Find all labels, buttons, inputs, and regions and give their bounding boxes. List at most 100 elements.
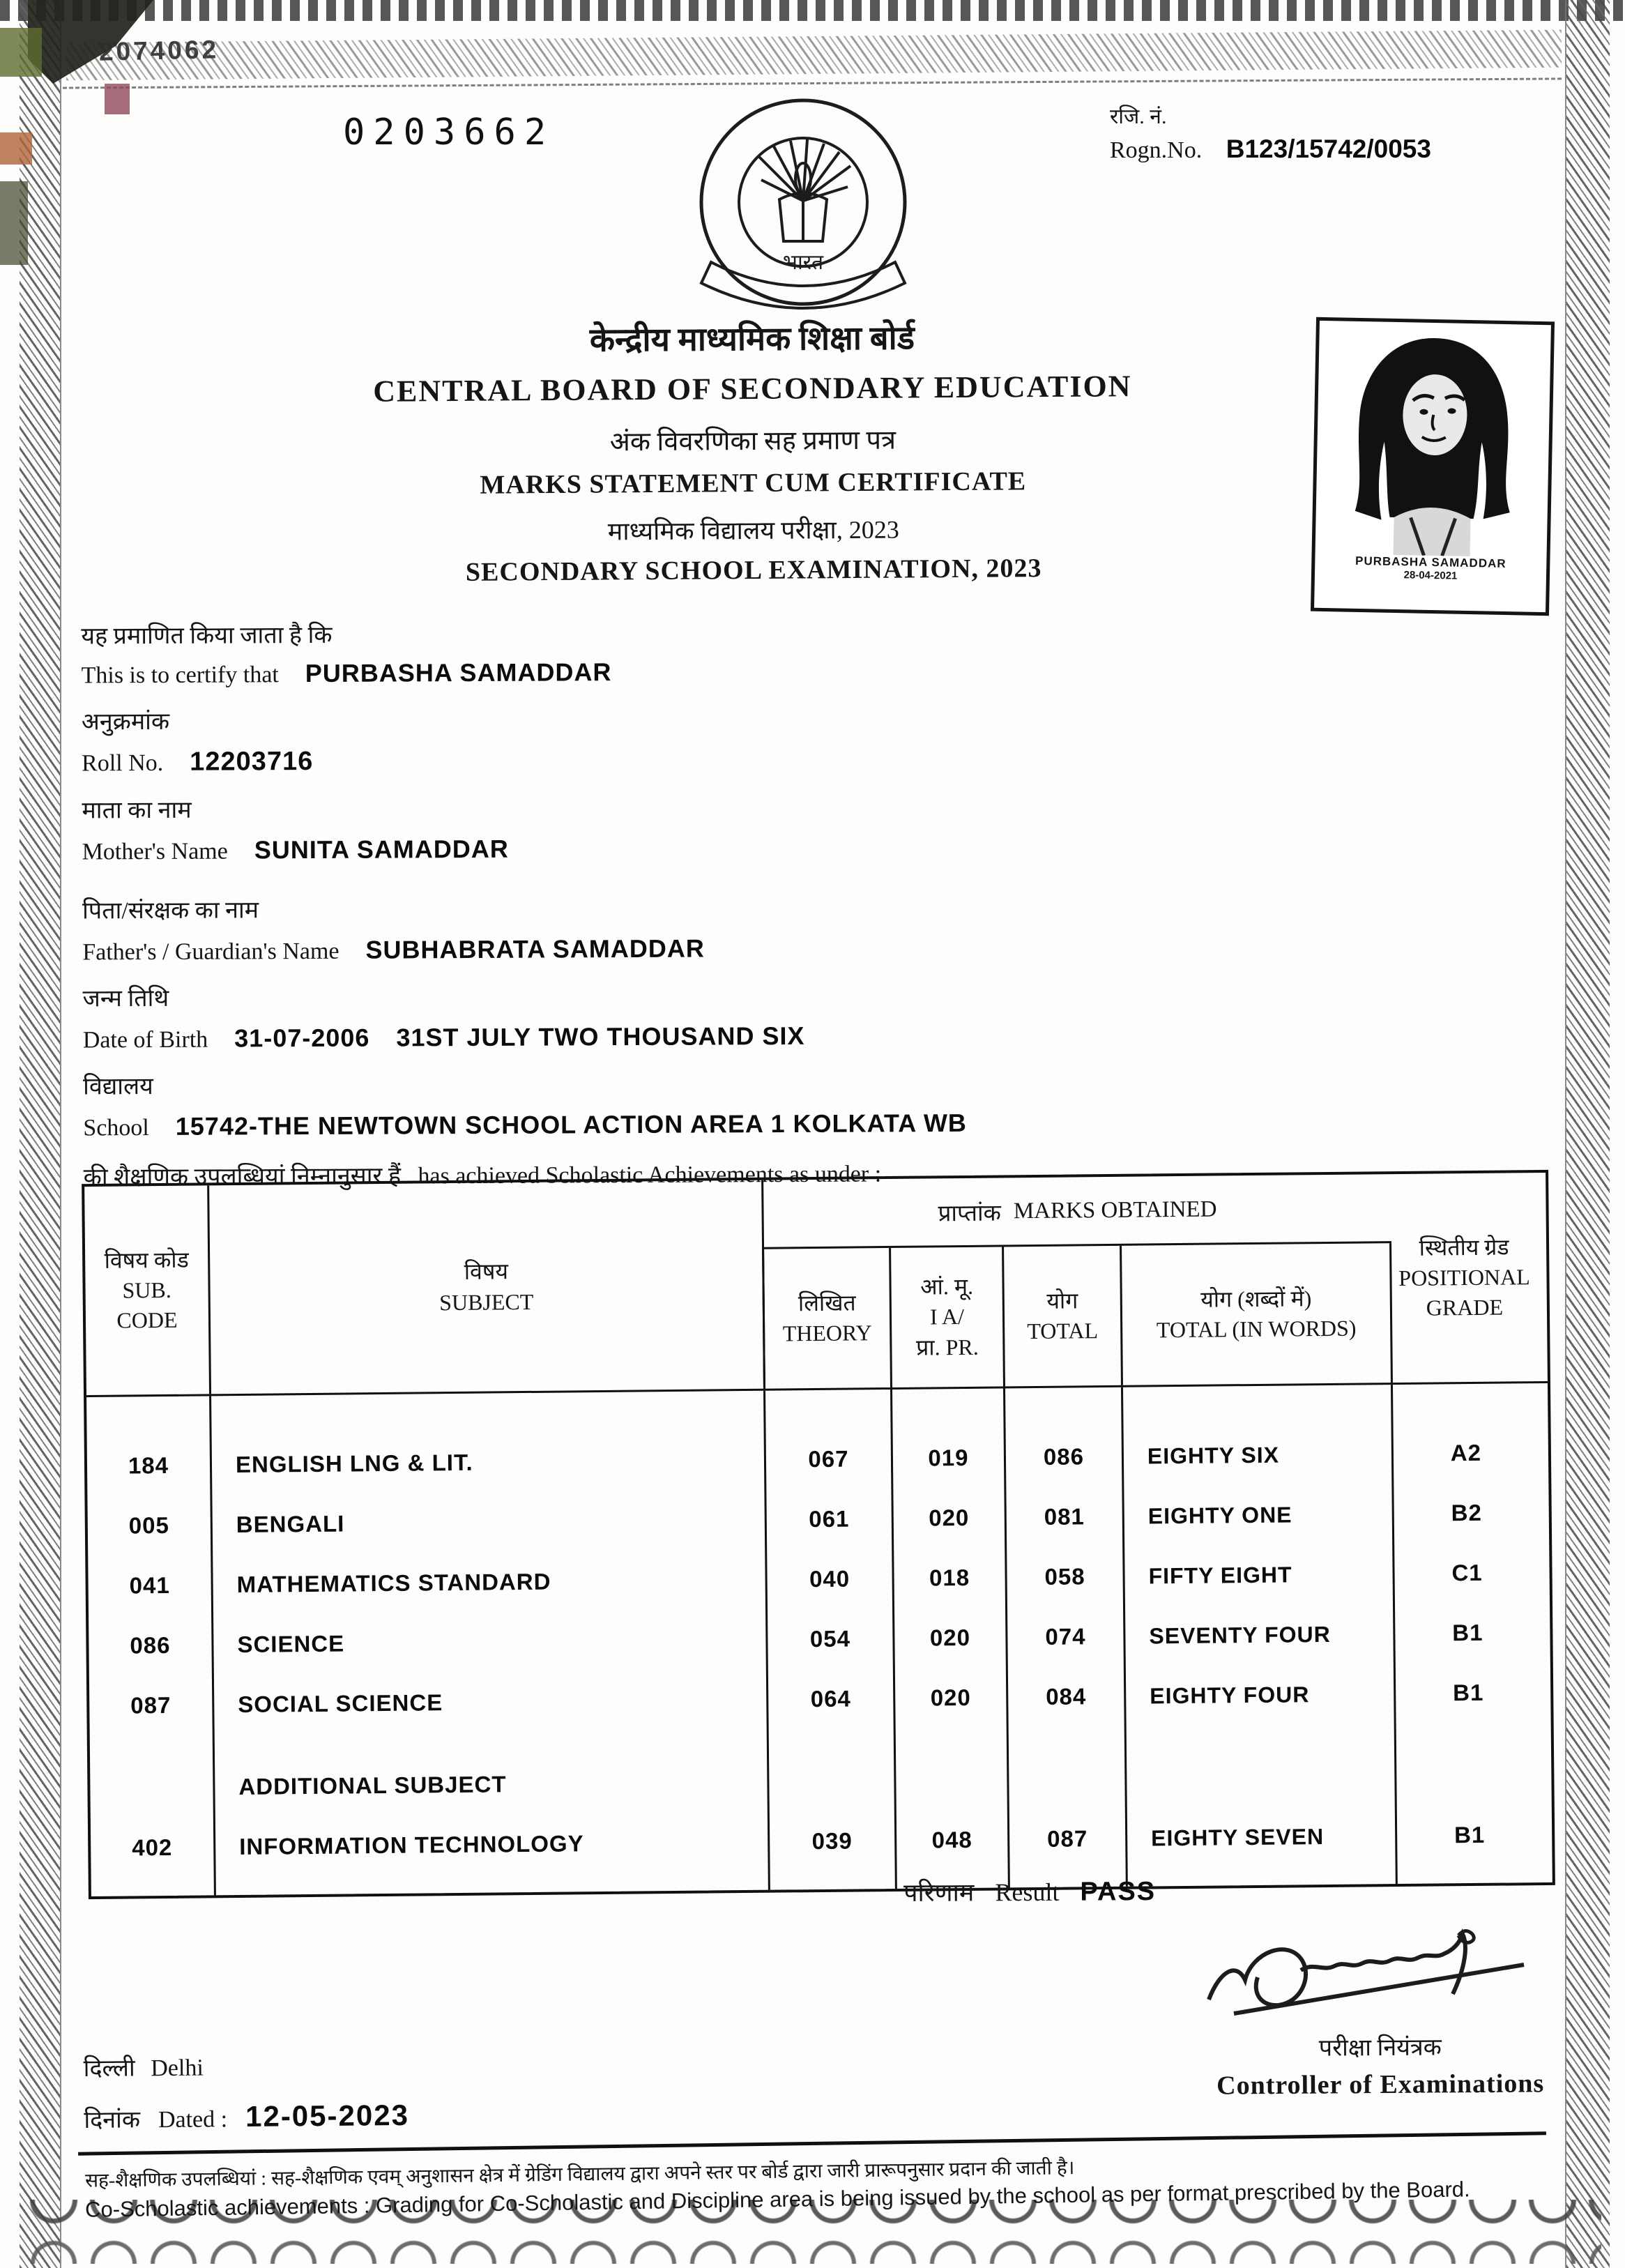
logo-country-text: भारत [783, 251, 824, 274]
cell-ia: 019 [928, 1444, 969, 1471]
additional-subject-label: ADDITIONAL SUBJECT [238, 1771, 507, 1799]
cell-total: 074 [1045, 1623, 1086, 1650]
cell-subject: ENGLISH LNG & LIT. [235, 1449, 473, 1478]
roll-number: 12203716 [190, 747, 314, 777]
result-value: PASS [1080, 1877, 1157, 1907]
marks-table-body: 184 005 041 086 087 402 ENGLISH LNG & LI… [86, 1380, 1552, 1897]
mother-label-hindi: माता का नाम [82, 797, 192, 824]
document-title-english: MARKS STATEMENT CUM CERTIFICATE [480, 466, 1027, 500]
dated-value: 12-05-2023 [245, 2098, 410, 2133]
school-label-english: School [83, 1115, 149, 1141]
cell-words: EIGHTY SEVEN [1151, 1823, 1325, 1850]
header-theory: लिखित THEORY [762, 1247, 892, 1389]
roll-line: Roll No. 12203716 [82, 742, 1504, 778]
cell-code: 041 [129, 1571, 170, 1599]
cell-theory: 064 [810, 1685, 851, 1712]
father-line: Father's / Guardian's Name SUBHABRATA SA… [82, 931, 1504, 966]
dated-label-hindi: दिनांक [84, 2107, 141, 2134]
cell-code: 184 [128, 1452, 169, 1479]
logo-ribbon [699, 260, 907, 310]
regn-label-hindi: रजि. नं. [1110, 105, 1167, 128]
column-grade: A2 B2 C1 B1 B1 B1 [1393, 1383, 1543, 1884]
scan-color-artifact-green [0, 28, 42, 77]
controller-title-english: Controller of Examinations [1216, 2069, 1545, 2101]
place-hindi: दिल्ली [83, 2055, 135, 2083]
cell-theory: 054 [809, 1625, 851, 1652]
controller-signature [1196, 1921, 1601, 2037]
header-marks-obtained: प्राप्तांक MARKS OBTAINED [763, 1174, 1392, 1249]
cell-grade: B1 [1452, 1619, 1483, 1646]
dob-value: 31-07-2006 [234, 1023, 370, 1053]
cell-ia: 020 [930, 1684, 971, 1711]
certify-line-english: This is to certify that PURBASHA SAMADDA… [81, 654, 1503, 690]
decorative-border-top [0, 0, 1625, 21]
controller-block: परीक्षा नियंत्रक Controller of Examinati… [1185, 2029, 1576, 2101]
father-name: SUBHABRATA SAMADDAR [365, 934, 705, 964]
dob-words: 31ST JULY TWO THOUSAND SIX [396, 1021, 805, 1052]
cell-code: 005 [128, 1512, 170, 1539]
document-title-hindi: अंक विवरणिका सह प्रमाण पत्र [609, 425, 897, 457]
column-sub-code: 184 005 041 086 087 402 [86, 1396, 216, 1897]
mother-name: SUNITA SAMADDAR [254, 834, 509, 865]
candidate-portrait [1355, 338, 1510, 557]
cell-grade: A2 [1450, 1439, 1482, 1466]
scan-color-artifact-orange [0, 132, 32, 165]
dob-line: Date of Birth 31-07-2006 31ST JULY TWO T… [83, 1019, 1505, 1054]
cell-total: 084 [1046, 1683, 1087, 1710]
scan-color-artifact-maroon [105, 84, 130, 114]
mother-line: Mother's Name SUNITA SAMADDAR [82, 830, 1504, 866]
student-name: PURBASHA SAMADDAR [305, 657, 612, 688]
board-name-english: CENTRAL BOARD OF SECONDARY EDUCATION [373, 369, 1132, 409]
cell-ia: 048 [931, 1826, 972, 1853]
school-label-hindi: विद्यालय [83, 1074, 153, 1100]
board-name-hindi: केन्द्रीय माध्यमिक शिक्षा बोर्ड [589, 320, 915, 359]
header-total: योग TOTAL [1004, 1245, 1123, 1387]
cell-words: EIGHTY SIX [1147, 1442, 1280, 1468]
header-sub-code: विषय कोड SUB. CODE [84, 1185, 212, 1396]
school-name: 15742-THE NEWTOWN SCHOOL ACTION AREA 1 K… [175, 1108, 967, 1141]
cell-ia: 020 [929, 1504, 970, 1531]
decorative-border-left [20, 0, 61, 2268]
cell-subject: SOCIAL SCIENCE [238, 1689, 443, 1718]
corner-serial-number: 2074062 [98, 35, 220, 66]
cbse-logo: भारत [685, 96, 922, 319]
certificate-header: केन्द्रीय माध्यमिक शिक्षा बोर्ड CENTRAL … [167, 311, 1340, 590]
header-ia-pr: आं. मू. I A/ प्रा. PR. [891, 1247, 1005, 1387]
cell-ia: 018 [929, 1564, 970, 1591]
regn-label-english: Rogn.No. [1110, 137, 1203, 163]
cell-code: 086 [130, 1631, 171, 1659]
place-line: दिल्ली Delhi [83, 2048, 409, 2083]
logo-lamp [777, 162, 829, 243]
cell-code: 402 [132, 1834, 173, 1861]
certify-line-hindi: यह प्रमाणित किया जाता है कि [81, 622, 333, 650]
cell-total: 086 [1043, 1443, 1085, 1470]
column-total-words: EIGHTY SIX EIGHTY ONE FIFTY EIGHT SEVENT… [1122, 1385, 1398, 1887]
dob-label-english: Date of Birth [82, 1026, 208, 1053]
candidate-photo-box: PURBASHA SAMADDAR 28-04-2021 [1310, 317, 1555, 616]
place-english: Delhi [151, 2055, 204, 2082]
certificate-serial-number: 0203662 [343, 112, 555, 153]
cell-theory: 039 [811, 1827, 853, 1855]
cell-words: SEVENTY FOUR [1149, 1621, 1331, 1648]
cell-words: EIGHTY FOUR [1150, 1681, 1310, 1708]
regn-line: Rogn.No. B123/15742/0053 [1110, 132, 1431, 167]
column-subject: ENGLISH LNG & LIT. BENGALI MATHEMATICS S… [211, 1390, 770, 1896]
top-dashed-line [63, 77, 1562, 89]
cell-total: 058 [1044, 1563, 1085, 1590]
mother-label-english: Mother's Name [82, 838, 228, 865]
top-hatch-band [66, 29, 1562, 81]
roll-label-english: Roll No. [82, 749, 164, 777]
column-theory: 067 061 040 054 064 039 [765, 1389, 897, 1890]
cell-words: FIFTY EIGHT [1148, 1561, 1292, 1588]
controller-title-hindi: परीक्षा नियंत्रक [1318, 2034, 1442, 2062]
cell-theory: 061 [809, 1505, 850, 1532]
cell-subject: INFORMATION TECHNOLOGY [239, 1830, 584, 1859]
certify-label: This is to certify that [81, 662, 279, 689]
dated-label-english: Dated : [158, 2106, 228, 2133]
cell-subject: SCIENCE [237, 1630, 345, 1658]
header-positional-grade: स्थितीय ग्रेड POSITIONAL GRADE [1398, 1234, 1530, 1321]
result-label-english: Result [995, 1878, 1060, 1907]
marks-table-header: विषय कोड SUB. CODE विषय SUBJECT प्राप्ता… [84, 1173, 1548, 1396]
header-total-words: योग (शब्दों में) TOTAL (IN WORDS) [1122, 1243, 1393, 1385]
